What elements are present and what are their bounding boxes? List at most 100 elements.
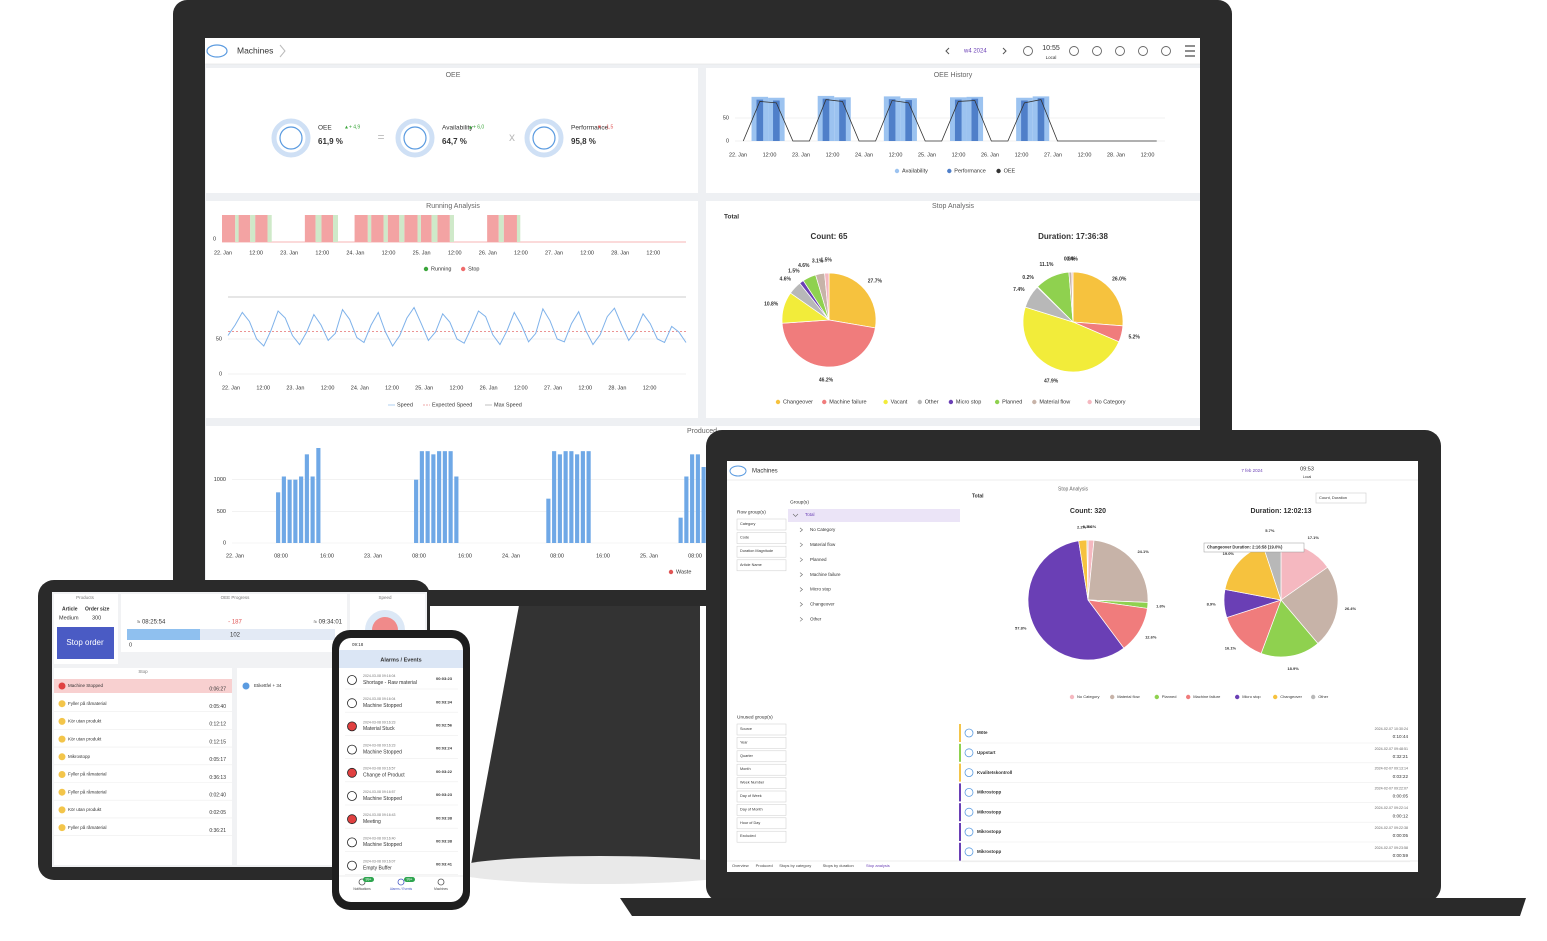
tab-label[interactable]: Stops by duration (823, 863, 854, 868)
produced-bar (701, 467, 706, 543)
kpi-ring (271, 118, 311, 158)
row-icon (347, 744, 357, 755)
row-label: Machine Stopped (363, 749, 402, 755)
legend-label: No Category (1095, 399, 1126, 405)
icon (397, 878, 405, 886)
group-chip (736, 804, 787, 816)
event-label: Uppstart (977, 750, 996, 755)
legend-swatch (1311, 694, 1316, 700)
event-icon (964, 847, 974, 857)
tab-label[interactable]: Produced (756, 863, 773, 868)
nav-prev (945, 47, 950, 55)
selector-label: Count, Duration (1319, 495, 1347, 500)
pie-label: 26.4% (1345, 606, 1357, 611)
tab-label[interactable]: Stop analysis (866, 863, 890, 868)
pie-label: 17.1% (1308, 535, 1320, 540)
x-tick-label: 27. Jan (545, 250, 563, 256)
row-date: 2024-03-08 09:16:57 (363, 767, 396, 771)
row-label: Mikrostopp (68, 754, 91, 759)
selector[interactable] (1315, 492, 1367, 504)
legend-label: Expected Speed (432, 402, 472, 408)
row-label: Kör utan produkt (68, 736, 102, 741)
tab-label[interactable]: Notifications (353, 887, 371, 891)
row-duration: 00:03:23 (436, 792, 453, 797)
tab-label[interactable]: Stops by category (779, 863, 811, 868)
legend-swatch (948, 399, 954, 405)
x-tick-label: 24. Jan (502, 553, 520, 559)
monitor-foot (450, 856, 750, 884)
legend-label: Availability (902, 168, 928, 174)
event-bar (959, 724, 961, 742)
running-block (333, 215, 338, 242)
event-icon (964, 768, 974, 777)
event-label: Möte (977, 730, 988, 735)
tab-label[interactable]: Alarms / Events (390, 887, 413, 891)
row-icon (58, 788, 66, 796)
produced-bar (442, 451, 447, 543)
produced-bar (425, 451, 430, 543)
event-bar (959, 783, 961, 802)
legend-label: Machine failure (829, 399, 866, 405)
legend-label: Changeover (1280, 694, 1302, 699)
panel (121, 594, 347, 652)
pie-label: 0.9% (1064, 256, 1076, 262)
row-icon (58, 717, 66, 725)
stop-block (404, 215, 418, 242)
kpi-value: 61,9 % (318, 137, 343, 146)
row-icon (58, 682, 66, 690)
row-icon (58, 771, 66, 778)
produced-bar (569, 451, 574, 543)
pie-label: 0.4% (1066, 256, 1078, 262)
produced-bar (316, 448, 321, 543)
row-icon (58, 753, 66, 761)
stop-order-button[interactable] (57, 627, 114, 659)
produced-bar (304, 454, 309, 543)
tab-label[interactable]: Overview (732, 863, 749, 868)
running-block (449, 215, 454, 242)
pie-label: 1.6% (1156, 604, 1166, 609)
logo (729, 465, 747, 477)
performance-bar (839, 99, 846, 141)
pie-label: 10.8% (764, 301, 779, 307)
chip-label: Article Name (740, 563, 762, 567)
y-tick-label: 50 (216, 336, 222, 342)
progress-start: ≈ 08:25:54 (137, 620, 166, 626)
progress-fill (127, 629, 200, 640)
row-icon (347, 675, 357, 685)
section-title: Unused group(s) (737, 714, 773, 720)
x-tick-label: 12:00 (450, 385, 464, 391)
progress-track (127, 629, 335, 640)
panel-title: Stop Analysis (1058, 486, 1089, 492)
event-duration: 0:00:12 (1393, 813, 1409, 818)
legend-swatch (1154, 694, 1160, 700)
x-tick-label: 12:00 (448, 250, 462, 256)
performance-bar (773, 100, 780, 141)
group-chip (736, 518, 787, 531)
row-time: 0:36:13 (209, 775, 226, 781)
pie-slice (828, 272, 877, 329)
kpi-ring (395, 118, 435, 158)
pie-label: 4.6% (780, 276, 792, 282)
row-icon (347, 837, 357, 848)
row-time: 0:05:17 (209, 757, 226, 763)
pie-label: 0.3% (1083, 524, 1093, 529)
row-date: 2024-03-08 09:16:23 (363, 720, 396, 724)
x-tick-label: 26. Jan (479, 250, 497, 256)
performance-bar (756, 99, 764, 141)
tab-label[interactable]: Machines (434, 887, 448, 891)
row-icon (347, 860, 357, 871)
produced-bar (684, 476, 689, 543)
row-label: Change of Product (363, 773, 405, 779)
group-chip (736, 545, 787, 558)
group-chip (736, 817, 787, 830)
group-chip (736, 777, 787, 789)
row-icon (347, 814, 357, 825)
event-bar (959, 842, 961, 861)
tree-item: No Category (810, 527, 836, 532)
event-duration: 0:03:22 (1393, 774, 1409, 779)
x-tick-label: 23. Jan (286, 385, 304, 391)
x-tick-label: 12:00 (578, 385, 592, 391)
running-block (431, 215, 438, 242)
panel-title: OEE Progress (221, 595, 251, 600)
legend-label: Vacant (891, 399, 908, 405)
